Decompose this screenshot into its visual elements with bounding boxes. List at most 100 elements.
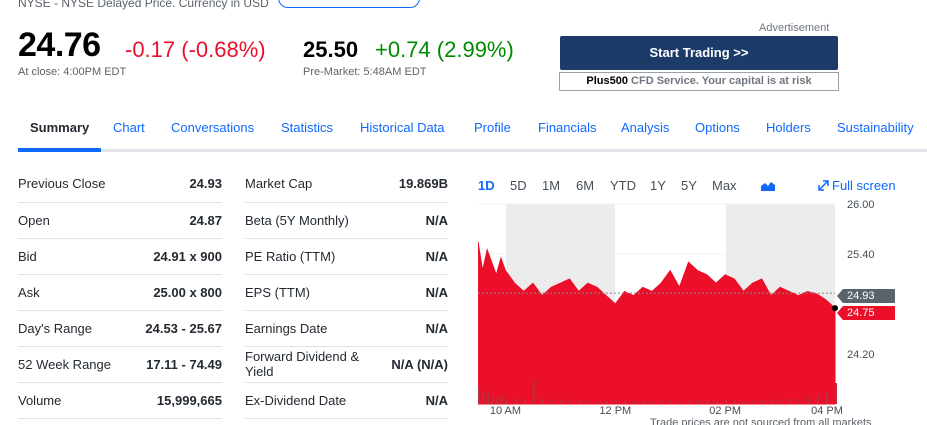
chart-footnote: Trade prices are not sourced from all ma…: [650, 417, 872, 425]
premarket-time-label: Pre-Market: 5:48AM EDT: [303, 66, 427, 78]
stat-value: 17.11 - 74.49: [138, 346, 222, 383]
intraday-price-chart[interactable]: 26.00 25.40 24.20 10 AM 12 PM 02 PM 04 P…: [478, 198, 927, 420]
volume-bar: [734, 400, 737, 404]
range-1y[interactable]: 1Y: [650, 178, 666, 193]
tab-holders[interactable]: Holders: [766, 120, 811, 135]
volume-bar: [697, 399, 700, 404]
table-row: PE Ratio (TTM) N/A: [245, 238, 448, 275]
tab-summary[interactable]: Summary: [30, 120, 90, 135]
stat-value: N/A: [375, 274, 448, 311]
stat-label: Volume: [18, 382, 138, 419]
tab-statistics[interactable]: Statistics: [281, 120, 334, 135]
tab-historical-data[interactable]: Historical Data: [360, 120, 445, 135]
stat-label: Previous Close: [18, 166, 138, 203]
volume-bar: [651, 400, 654, 404]
advertisement-label: Advertisement: [759, 22, 830, 34]
volume-bar: [500, 395, 503, 404]
volume-bar: [716, 401, 718, 404]
last-price-tag: 24.75: [837, 306, 895, 320]
volume-bar: [780, 399, 783, 404]
volume-bar: [633, 400, 636, 404]
stat-value: 25.00 x 800: [138, 274, 222, 311]
active-tab-indicator: [18, 148, 101, 152]
price-change: -0.17 (-0.68%): [125, 37, 266, 62]
mountain-chart-icon[interactable]: [761, 180, 775, 191]
volume-bar: [770, 399, 773, 404]
volume-bar: [478, 386, 480, 404]
volume-bar: [597, 401, 599, 404]
volume-bar: [624, 401, 627, 404]
volume-bar: [752, 400, 755, 404]
follow-button[interactable]: [278, 0, 420, 8]
table-row: Ex-Dividend Date N/A: [245, 382, 448, 419]
stat-value: 24.53 - 25.67: [138, 310, 222, 347]
range-max[interactable]: Max: [712, 178, 737, 193]
ad-disclaimer-text: CFD Service. Your capital is at risk: [627, 75, 812, 87]
start-trading-button[interactable]: Start Trading >>: [560, 36, 838, 70]
volume-bar: [670, 400, 673, 404]
volume-bar: [789, 398, 792, 404]
close-time-label: At close: 4:00PM EDT: [18, 66, 127, 78]
quote-nav-tabs: Summary Chart Conversations Statistics H…: [18, 110, 927, 152]
table-row: EPS (TTM) N/A: [245, 274, 448, 311]
quote-summary-table-right: Market Cap 19.869B Beta (5Y Monthly) N/A P…: [245, 166, 448, 419]
stat-value: 24.87: [138, 202, 222, 239]
volume-bars: [478, 380, 837, 404]
ad-disclaimer[interactable]: Plus500 CFD Service. Your capital is at …: [559, 72, 839, 91]
volume-bar: [587, 400, 590, 404]
premarket-price: 25.50: [303, 37, 359, 62]
x-tick-label: 04 PM: [811, 405, 843, 417]
volume-bar: [642, 401, 645, 404]
volume-bar: [661, 399, 664, 404]
volume-bar: [569, 400, 572, 404]
volume-bar: [560, 399, 563, 404]
stat-value: 24.91 x 900: [138, 238, 222, 275]
stat-label: Market Cap: [245, 166, 375, 203]
table-row: Market Cap 19.869B: [245, 166, 448, 203]
volume-bar: [578, 399, 581, 404]
y-tick-label: 25.40: [847, 249, 875, 261]
tab-financials[interactable]: Financials: [538, 120, 597, 135]
volume-bar: [551, 399, 554, 404]
stat-label: Forward Dividend & Yield: [245, 349, 360, 379]
table-row: Forward Dividend & Yield N/A (N/A): [245, 346, 448, 383]
table-row: Ask 25.00 x 800: [18, 274, 222, 311]
fullscreen-button[interactable]: Full screen: [818, 178, 896, 193]
table-row: Previous Close 24.93: [18, 166, 222, 203]
volume-bar: [688, 400, 691, 404]
stat-value: 19.869B: [375, 166, 448, 203]
x-tick-label: 12 PM: [599, 405, 631, 417]
stat-value: N/A: [375, 382, 448, 419]
last-price-marker: [832, 305, 838, 312]
exchange-info: NYSE - NYSE Delayed Price. Currency in U…: [18, 0, 269, 10]
tab-options[interactable]: Options: [695, 120, 740, 135]
volume-bar: [761, 399, 764, 404]
range-6m[interactable]: 6M: [576, 178, 595, 193]
range-ytd[interactable]: YTD: [610, 178, 636, 193]
table-row: 52 Week Range 17.11 - 74.49: [18, 346, 222, 383]
volume-bar: [816, 395, 819, 404]
volume-bar: [615, 399, 618, 404]
volume-bar: [542, 398, 545, 404]
tab-sustainability[interactable]: Sustainability: [837, 120, 914, 135]
tab-chart[interactable]: Chart: [113, 120, 145, 135]
tab-analysis[interactable]: Analysis: [621, 120, 670, 135]
x-tick-label: 02 PM: [709, 405, 741, 417]
tab-conversations[interactable]: Conversations: [171, 120, 255, 135]
tab-profile[interactable]: Profile: [474, 120, 511, 135]
fullscreen-label: Full screen: [832, 178, 896, 193]
range-5d[interactable]: 5D: [510, 178, 527, 193]
y-tick-label: 26.00: [847, 199, 875, 211]
price-area: [478, 241, 836, 405]
stat-label: Beta (5Y Monthly): [245, 212, 349, 228]
stat-value: N/A: [375, 310, 448, 347]
range-1d[interactable]: 1D: [478, 178, 495, 193]
volume-bar: [679, 401, 682, 404]
stat-label: EPS (TTM): [245, 274, 375, 311]
range-1m[interactable]: 1M: [542, 178, 561, 193]
volume-bar: [835, 383, 837, 404]
volume-bar: [798, 398, 801, 404]
stat-value: N/A: [375, 238, 448, 275]
range-5y[interactable]: 5Y: [681, 178, 697, 193]
volume-bar: [505, 399, 508, 404]
